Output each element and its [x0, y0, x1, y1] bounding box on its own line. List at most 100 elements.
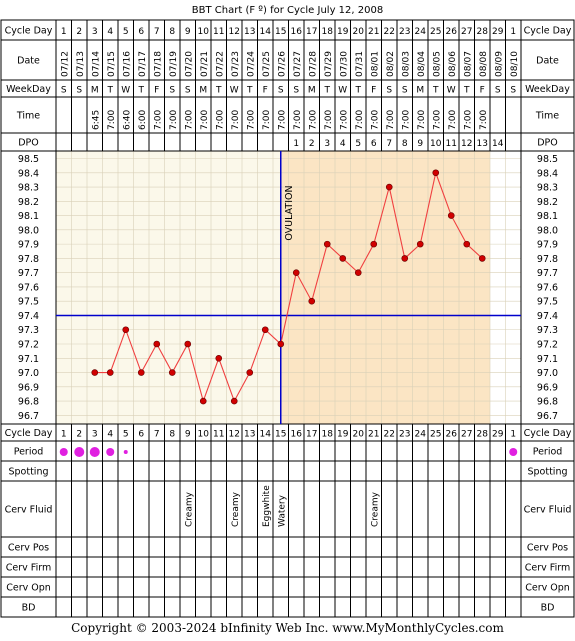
- cycle-day-cell: 7: [154, 430, 160, 440]
- cycle-day-cell: 16: [291, 27, 303, 37]
- cycle-day-cell: 17: [306, 430, 317, 440]
- weekday-cell: T: [107, 86, 114, 96]
- period-dot: [123, 450, 128, 454]
- cycle-day-cell: 8: [169, 430, 175, 440]
- row-label-cerv-opn: Cerv Opn: [525, 583, 570, 594]
- cycle-day-cell: 2: [76, 430, 82, 440]
- period-dot: [509, 448, 518, 456]
- y-tick-label: 98.5: [537, 154, 558, 165]
- cycle-day-cell: 24: [415, 430, 427, 440]
- time-cell: 7:00: [153, 110, 163, 130]
- dpo-cell: 7: [386, 139, 392, 149]
- time-cell: 7:00: [417, 110, 427, 130]
- date-cell: 08/07: [463, 51, 473, 77]
- row-label-cycle-day: Cycle Day: [524, 26, 572, 37]
- cycle-day-cell: 16: [291, 430, 303, 440]
- temperature-point: [215, 354, 223, 362]
- time-cell: 7:00: [293, 110, 303, 130]
- date-cell: 07/30: [339, 51, 349, 77]
- date-cell: 08/05: [432, 51, 442, 77]
- cycle-day-cell: 19: [337, 27, 349, 37]
- row-label-cycle-day: Cycle Day: [524, 428, 572, 439]
- date-cell: 07/19: [169, 51, 179, 77]
- cerv-fluid-cell: Creamy: [231, 491, 241, 527]
- date-cell: 07/24: [246, 51, 256, 77]
- weekday-cell: S: [293, 86, 299, 96]
- row-label-cerv-pos: Cerv Pos: [527, 543, 568, 554]
- date-cell: 07/28: [308, 51, 318, 77]
- date-cell: 07/26: [277, 51, 287, 77]
- date-cell: 08/06: [448, 51, 458, 77]
- y-tick-label: 96.8: [537, 397, 558, 408]
- cycle-day-cell: 25: [430, 430, 441, 440]
- date-cell: 08/10: [510, 51, 520, 77]
- temperature-point: [184, 340, 192, 348]
- dpo-cell: 13: [477, 139, 488, 149]
- row-label-time: Time: [535, 111, 559, 122]
- weekday-cell: M: [199, 86, 207, 96]
- cycle-day-cell: 22: [384, 27, 395, 37]
- row-label-cerv-firm: Cerv Firm: [6, 563, 51, 574]
- cycle-day-cell: 23: [399, 27, 410, 37]
- weekday-cell: M: [91, 86, 99, 96]
- copyright-text: Copyright © 2003-2024 bInfinity Web Inc.…: [71, 621, 504, 635]
- y-tick-label: 97.8: [537, 254, 558, 265]
- cerv-fluid-cell: Eggwhite: [262, 485, 272, 527]
- ovulation-label: OVULATION: [284, 185, 295, 240]
- cycle-day-cell: 29: [492, 27, 504, 37]
- date-cell: 07/14: [91, 51, 101, 77]
- weekday-cell: S: [402, 86, 408, 96]
- cycle-day-cell: 23: [399, 430, 410, 440]
- y-tick-label: 96.7: [537, 411, 558, 422]
- time-cell: 6:00: [138, 110, 148, 130]
- row-label-spotting: Spotting: [8, 467, 48, 478]
- dpo-cell: 1: [293, 139, 299, 149]
- y-tick-label: 97.6: [537, 282, 558, 293]
- y-tick-label: 98.3: [18, 183, 39, 194]
- date-cell: 07/15: [107, 51, 117, 77]
- y-tick-label: 97.9: [18, 240, 39, 251]
- row-label-cerv-fluid: Cerv Fluid: [5, 505, 53, 516]
- date-cell: 08/02: [386, 51, 396, 77]
- row-label-date: Date: [17, 56, 40, 67]
- date-cell: 08/08: [479, 51, 489, 77]
- temperature-line: [94, 170, 483, 403]
- chart-title: BBT Chart (F º) for Cycle July 12, 2008: [192, 5, 383, 16]
- temperature-point: [354, 269, 362, 276]
- weekday-cell: F: [371, 86, 376, 96]
- y-tick-label: 97.5: [18, 297, 39, 308]
- cycle-day-cell: 9: [185, 27, 191, 37]
- y-tick-label: 98.4: [537, 168, 558, 179]
- cycle-day-cell: 14: [260, 430, 272, 440]
- y-tick-label: 97.0: [537, 368, 558, 379]
- y-tick-label: 96.8: [18, 397, 39, 408]
- y-tick-label: 97.4: [537, 311, 558, 322]
- cycle-day-cell: 8: [169, 27, 175, 37]
- y-tick-label: 97.8: [18, 254, 39, 265]
- row-label-spotting: Spotting: [527, 467, 567, 478]
- cycle-day-cell: 5: [123, 430, 129, 440]
- temperature-point: [292, 269, 300, 276]
- pre-ovulation-background: [56, 151, 281, 424]
- time-cell: 7:00: [339, 110, 349, 130]
- weekday-cell: F: [480, 86, 485, 96]
- weekday-cell: T: [138, 86, 145, 96]
- cycle-day-cell: 28: [477, 27, 489, 37]
- time-cell: 7:00: [107, 110, 117, 130]
- weekday-cell: S: [510, 86, 516, 96]
- cycle-day-cell: 1: [61, 27, 67, 37]
- cycle-day-cell: 3: [92, 27, 98, 37]
- temperature-point: [199, 397, 207, 405]
- cycle-day-cell: 18: [322, 430, 334, 440]
- date-cell: 07/12: [60, 51, 70, 77]
- y-tick-label: 98.0: [537, 225, 558, 236]
- date-cell: 07/17: [138, 51, 148, 77]
- date-cell: 07/18: [153, 51, 163, 77]
- time-cell: 6:40: [122, 110, 132, 130]
- y-tick-label: 97.7: [537, 268, 558, 279]
- row-label-weekday: WeekDay: [6, 84, 51, 95]
- cycle-day-cell: 26: [446, 430, 458, 440]
- time-cell: 6:45: [91, 110, 101, 130]
- y-tick-label: 97.4: [18, 311, 39, 322]
